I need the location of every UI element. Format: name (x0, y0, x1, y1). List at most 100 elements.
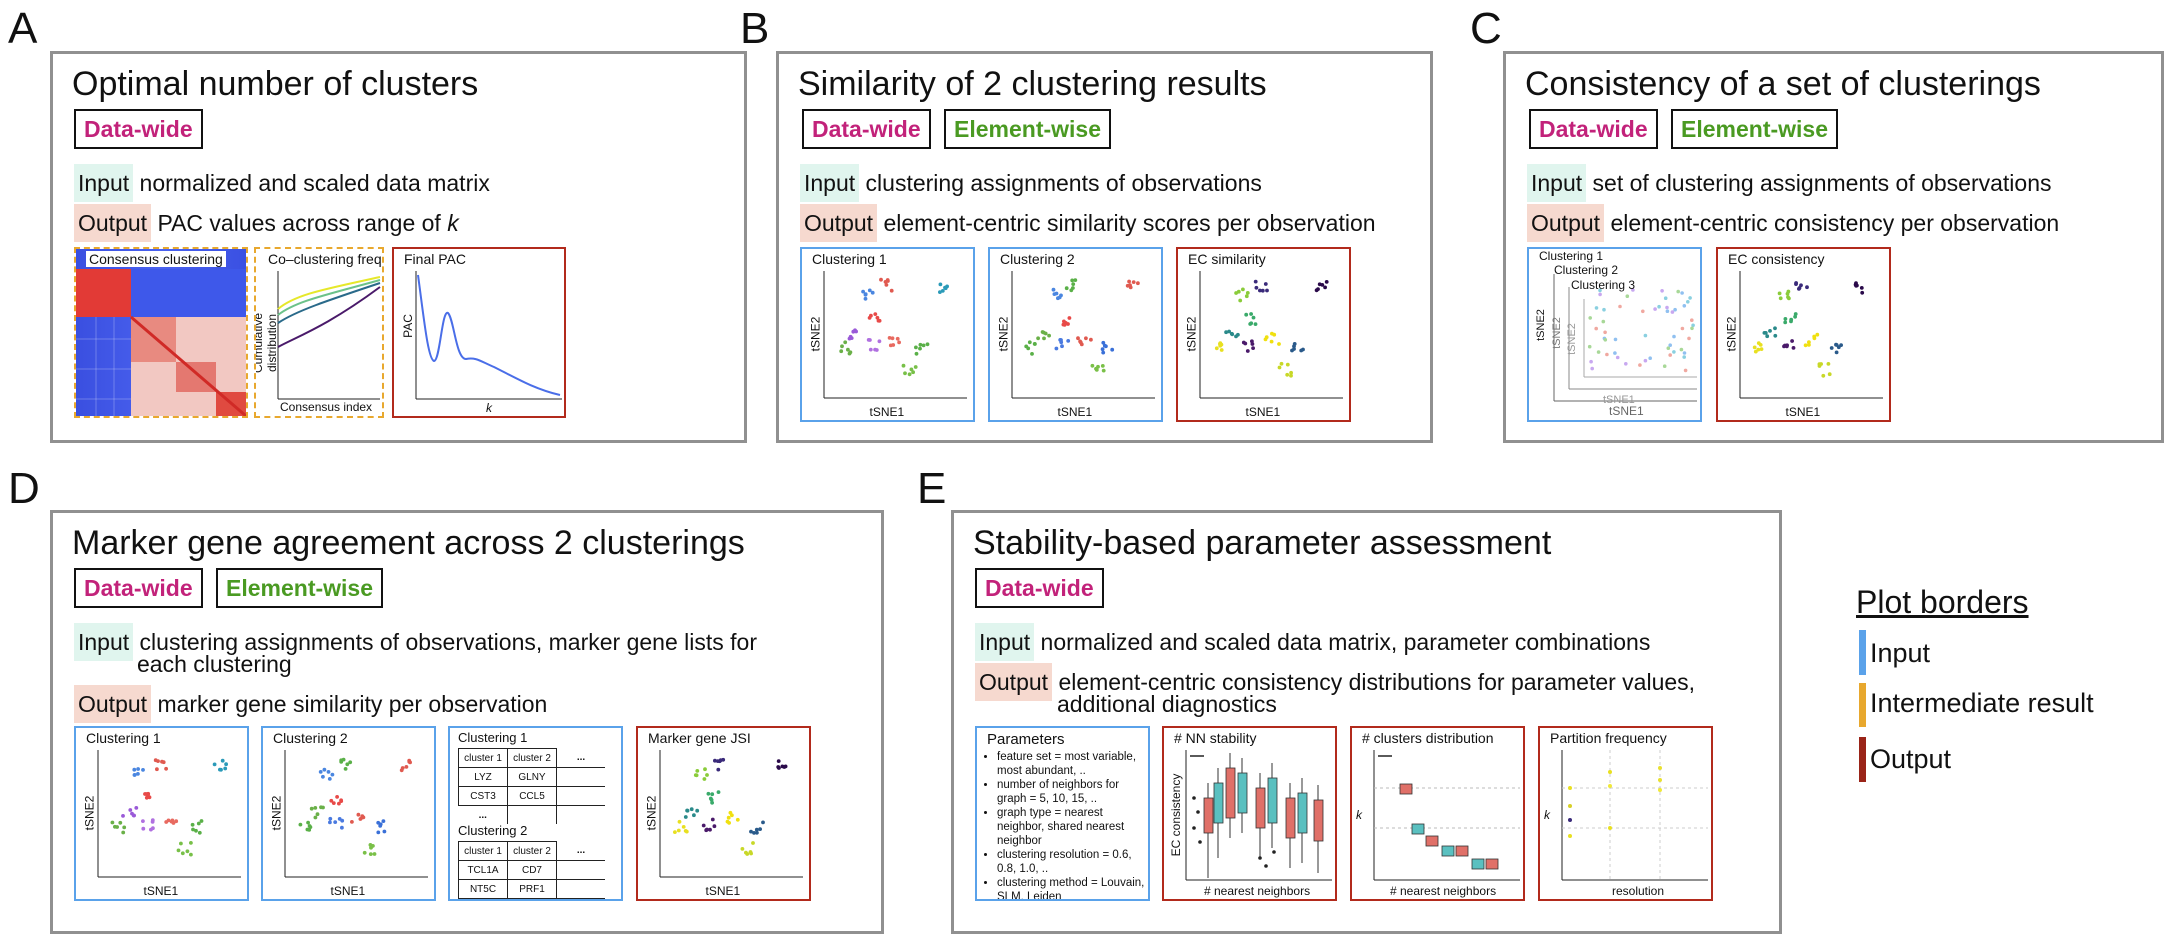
panel-c: Consistency of a set of clusterings Data… (1503, 51, 2164, 443)
output-text: element-centric consistency per observat… (1610, 210, 2060, 236)
table-cell: TCL1A (458, 860, 508, 880)
table-cell: PRF1 (507, 879, 557, 899)
tsne-ylabel: tSNE2 (82, 795, 97, 830)
parameter-item: feature set = most variable, most abunda… (997, 750, 1145, 778)
output-label: Output (1527, 204, 1605, 242)
d-clustering-1-plot: Clustering 1 tSNE1 tSNE2 (74, 726, 249, 901)
partition-title: Partition frequency (1550, 730, 1667, 746)
marker-gene-jsi-plot: Marker gene JSI tSNE1 tSNE2 (636, 726, 811, 901)
plot-title: Clustering 2 (1000, 251, 1075, 267)
table-2-title: Clustering 2 (458, 823, 528, 838)
consensus-title: Consensus clustering (86, 251, 226, 267)
table-header: cluster 1 (458, 841, 508, 861)
coclustering-frequency-plot: Co–clustering frequency Consensus index … (254, 247, 384, 418)
coclust-xlabel: Consensus index (280, 400, 373, 414)
pac-ylabel: PAC (400, 314, 415, 338)
plot-title: EC consistency (1728, 251, 1825, 267)
output-row: Output marker gene similarity per observ… (74, 685, 547, 723)
ec-similarity-plot: EC similarity tSNE1 tSNE2 (1176, 247, 1351, 422)
d-clustering-2-plot: Clustering 2 tSNE1 tSNE2 (261, 726, 436, 901)
input-text: set of clustering assignments of observa… (1592, 170, 2052, 196)
tsne-scatter (1739, 271, 1883, 399)
panel-e: Stability-based parameter assessment Dat… (951, 510, 1782, 934)
panel-c-title: Consistency of a set of clusterings (1525, 65, 2041, 103)
table-1-title: Clustering 1 (458, 730, 528, 745)
data-wide-tag: Data-wide (802, 109, 931, 149)
stack-ylabel-3: tSNE2 (1565, 323, 1578, 355)
table-2: cluster 1 cluster 2... TCL1A CD7 NT5C PRF1 (458, 841, 605, 899)
plot-title: Clustering 2 (273, 730, 348, 746)
tsne-xlabel: tSNE1 (143, 884, 179, 898)
partition-xlabel: resolution (1612, 884, 1665, 898)
table-cell: CST3 (458, 786, 508, 806)
output-label: Output (800, 204, 878, 242)
parameter-item: graph type = nearest neighbor, shared ne… (997, 806, 1145, 848)
table-1: cluster 1 cluster 2... LYZ GLNY CST3 CCL5 .… (458, 748, 605, 824)
output-text-1: element-centric consistency distribution… (1058, 669, 1696, 695)
output-label: Output (74, 685, 152, 723)
coclust-title: Co–clustering frequency (268, 251, 382, 267)
input-label: Input (1527, 164, 1587, 202)
plot-title: Clustering 1 (86, 730, 161, 746)
panel-letter-c: C (1470, 4, 1502, 53)
consensus-heatmap (76, 249, 246, 416)
panel-letter-a: A (8, 4, 38, 53)
parameter-item: number of neighbors for graph = 5, 10, 1… (997, 778, 1145, 806)
table-cell-more: ... (458, 805, 508, 824)
data-wide-tag: Data-wide (74, 109, 203, 149)
input-label: Input (975, 623, 1035, 661)
input-text: normalized and scaled data matrix (139, 170, 490, 196)
legend-input-label: Input (1870, 638, 1931, 668)
clustering-2-plot: Clustering 2 tSNE1 tSNE2 (988, 247, 1163, 422)
tsne-scatter (97, 750, 241, 878)
legend-output-label: Output (1870, 744, 1952, 774)
nn-stability-plot: # NN stability # nearest neighbors EC co… (1162, 726, 1337, 901)
plot-title: EC similarity (1188, 251, 1266, 267)
tsne-scatter (1011, 271, 1155, 399)
output-text: element-centric similarity scores per ob… (883, 210, 1376, 236)
stack-title-3: Clustering 3 (1571, 278, 1636, 292)
tsne-scatter (823, 271, 967, 399)
output-row: Output element-centric consistency distr… (975, 663, 1695, 701)
tsne-ylabel: tSNE2 (1724, 316, 1739, 351)
output-label: Output (975, 663, 1053, 701)
output-text: marker gene similarity per observation (157, 691, 548, 717)
tsne-scatter (1199, 271, 1343, 399)
tsne-xlabel: tSNE1 (330, 884, 366, 898)
table-cell: CD7 (507, 860, 557, 880)
input-text-2: each clustering (137, 651, 292, 677)
input-label: Input (74, 623, 134, 661)
panel-letter-e: E (917, 464, 947, 513)
stack-xlabel-2: tSNE1 (1603, 394, 1635, 406)
parameter-item: clustering resolution = 0.6, 0.8, 1.0, .… (997, 848, 1145, 876)
output-row: Output element-centric consistency per o… (1527, 204, 2059, 242)
output-label: Output (74, 204, 152, 242)
clustering-stack-plot: Clustering 1 Clustering 2 Clustering 3 t… (1527, 247, 1702, 422)
plot-title: Clustering 1 (812, 251, 887, 267)
table-cell: GLNY (507, 767, 557, 787)
nn-ylabel: EC consistency (1169, 773, 1183, 857)
legend-input-swatch (1859, 630, 1866, 675)
ec-consistency-plot: EC consistency tSNE1 tSNE2 (1716, 247, 1891, 422)
input-text-1: clustering assignments of observations, … (139, 629, 757, 655)
output-k: k (447, 210, 459, 236)
clusters-title: # clusters distribution (1362, 730, 1494, 746)
nn-title: # NN stability (1174, 730, 1257, 746)
output-row: Output element-centric similarity scores… (800, 204, 1376, 242)
tsne-ylabel: tSNE2 (644, 795, 659, 830)
clusters-ylabel: k (1356, 808, 1362, 822)
element-wise-tag: Element-wise (216, 568, 383, 608)
input-row: Input clustering assignments of observat… (800, 164, 1262, 202)
table-cell: LYZ (458, 767, 508, 787)
partition-frequency-plot: Partition frequency resolution k (1538, 726, 1713, 901)
partition-chart (1561, 750, 1708, 881)
stack-xlabel: tSNE1 (1609, 404, 1644, 418)
legend-output-swatch (1859, 737, 1866, 782)
tsne-xlabel: tSNE1 (705, 884, 741, 898)
input-row: Input set of clustering assignments of o… (1527, 164, 2052, 202)
tsne-scatter (284, 750, 428, 878)
legend-intermediate-label: Intermediate result (1870, 688, 2094, 718)
output-text: PAC values across range of (157, 210, 448, 236)
stack-ylabel-1: tSNE2 (1534, 309, 1547, 341)
legend-intermediate-swatch (1859, 683, 1866, 727)
